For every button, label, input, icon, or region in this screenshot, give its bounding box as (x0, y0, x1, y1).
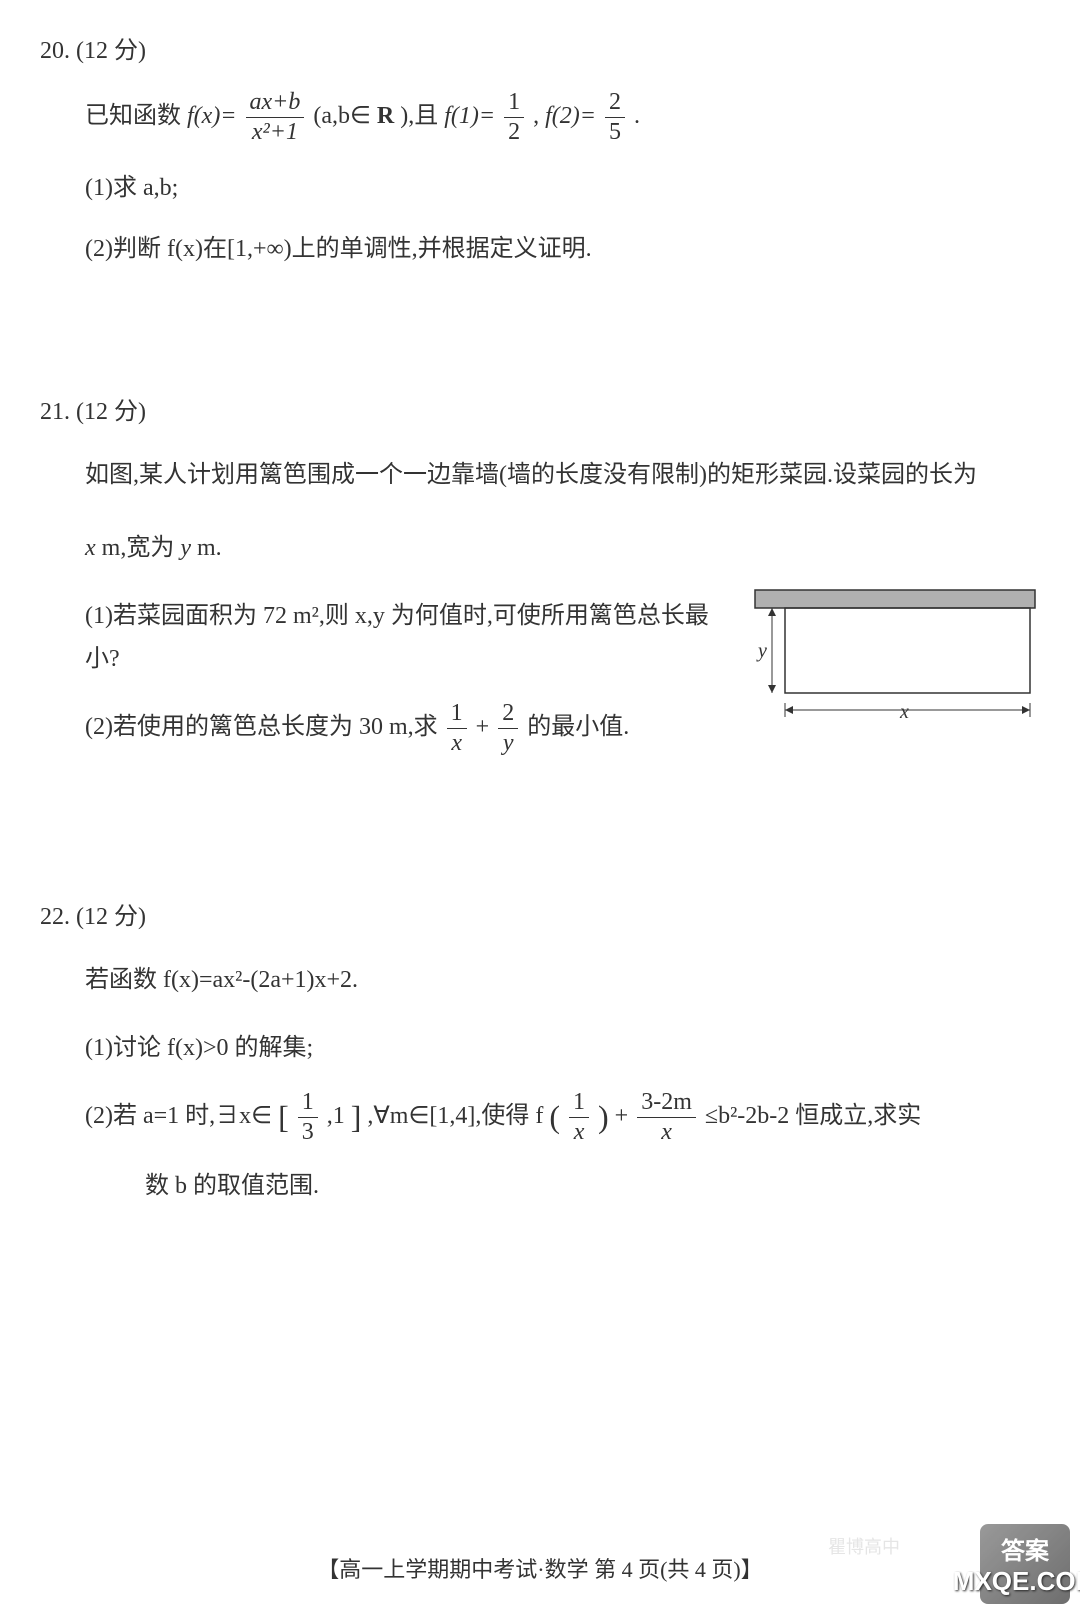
q20-given-prefix: 已知函数 (85, 103, 187, 129)
q20-f1: f(1)= (444, 103, 495, 129)
x-arrow-right (1022, 706, 1030, 714)
q21-plus: + (476, 714, 490, 740)
q22-bracket-close: ] (351, 1099, 362, 1135)
q21-p2-suffix: 的最小值. (527, 714, 629, 740)
q21-p2-prefix: (2)若使用的篱笆总长度为 30 m,求 (85, 714, 444, 740)
q20-frac-den: x²+1 (246, 118, 305, 147)
q20-comma: , (533, 103, 539, 129)
q21-frac1: 1 x (447, 699, 467, 758)
q22-points: (12 分) (76, 904, 146, 930)
q22-f1-den: 3 (298, 1118, 318, 1147)
q21-line2: x m,宽为 y m. (85, 522, 1040, 575)
q22-part1: (1)讨论 f(x)>0 的解集; (85, 1027, 1040, 1070)
q21-number: 21. (40, 399, 70, 425)
q22-plus: + (615, 1103, 629, 1129)
faint-watermark: 瞿博高中 (828, 1533, 900, 1559)
problem-22-body: 若函数 f(x)=ax²-(2a+1)x+2. (1)讨论 f(x)>0 的解集… (40, 954, 1040, 1208)
wall-rect (755, 590, 1035, 608)
q22-p2-suffix: ≤b²-2b-2 恒成立,求实 (705, 1103, 921, 1129)
y-arrow-up (768, 608, 776, 616)
watermark-top: 答案 (1001, 1531, 1049, 1566)
q20-f1-den: 2 (504, 118, 524, 147)
q21-f1-num: 1 (447, 699, 467, 729)
q22-mid1: ,1 (327, 1103, 345, 1129)
q20-cond2: ),且 (400, 103, 444, 129)
q20-fx: f(x)= (187, 103, 237, 129)
y-label: y (756, 640, 767, 662)
q20-given: 已知函数 f(x)= ax+b x²+1 (a,b∈ R ),且 f(1)= 1… (85, 88, 1040, 147)
q20-number: 20. (40, 38, 70, 64)
problem-20: 20. (12 分) 已知函数 f(x)= ax+b x²+1 (a,b∈ R … (40, 30, 1040, 271)
problem-21-header: 21. (12 分) (40, 391, 1040, 434)
q22-frac3: 3-2m x (637, 1088, 696, 1147)
q22-number: 22. (40, 904, 70, 930)
q22-part2: (2)若 a=1 时,∃x∈ [ 1 3 ,1 ] ,∀m∈[1,4],使得 f… (85, 1088, 1040, 1147)
q22-frac2: 1 x (569, 1088, 589, 1147)
q21-part2: (2)若使用的篱笆总长度为 30 m,求 1 x + 2 y 的最小值. (85, 699, 730, 758)
garden-rect (785, 608, 1030, 693)
q21-f1-den: x (447, 729, 467, 758)
q22-part2-line2: 数 b 的取值范围. (85, 1165, 1040, 1208)
q21-line1: 如图,某人计划用篱笆围成一个一边靠墙(墙的长度没有限制)的矩形菜园.设菜园的长为 (85, 449, 1040, 502)
q20-period: . (634, 103, 640, 129)
q20-f2-den: 5 (605, 118, 625, 147)
q20-f2: f(2)= (545, 103, 596, 129)
q21-points: (12 分) (76, 399, 146, 425)
q22-given: 若函数 f(x)=ax²-(2a+1)x+2. (85, 954, 1040, 1007)
problem-22-header: 22. (12 分) (40, 896, 1040, 939)
q21-text-block: (1)若菜园面积为 72 m²,则 x,y 为何值时,可使所用篱笆总长最小? (… (85, 595, 730, 776)
watermark-mxqe: MXQE.COM (953, 1566, 1080, 1597)
watermark-icon: 答案 MXQE.COM (980, 1524, 1070, 1604)
q20-part1: (1)求 a,b; (85, 167, 1040, 210)
q20-f2-num: 2 (605, 88, 625, 118)
footer-text: 【高一上学期期中考试·数学 第 4 页(共 4 页)】 (317, 1557, 762, 1582)
q20-f2-frac: 2 5 (605, 88, 625, 147)
garden-diagram: y x (750, 585, 1040, 730)
q20-f1-frac: 1 2 (504, 88, 524, 147)
x-label: x (899, 701, 909, 723)
q22-f3-den: x (637, 1118, 696, 1147)
q22-paren-close: ) (598, 1099, 609, 1135)
q20-frac-num: ax+b (246, 88, 305, 118)
q22-f1-num: 1 (298, 1088, 318, 1118)
q21-frac2: 2 y (498, 699, 518, 758)
q22-mid2: ,∀m∈[1,4],使得 f (367, 1103, 543, 1129)
q21-diagram: y x (750, 585, 1040, 745)
q20-R: R (377, 103, 394, 129)
problem-21: 21. (12 分) 如图,某人计划用篱笆围成一个一边靠墙(墙的长度没有限制)的… (40, 391, 1040, 776)
q22-bracket-open: [ (278, 1099, 289, 1135)
q22-p2-prefix: (2)若 a=1 时,∃x∈ (85, 1103, 272, 1129)
q22-f3-num: 3-2m (637, 1088, 696, 1118)
x-arrow-left (785, 706, 793, 714)
q21-f2-den: y (498, 729, 518, 758)
q21-parts-row: (1)若菜园面积为 72 m²,则 x,y 为何值时,可使所用篱笆总长最小? (… (85, 595, 1040, 776)
problem-22: 22. (12 分) 若函数 f(x)=ax²-(2a+1)x+2. (1)讨论… (40, 896, 1040, 1208)
q22-paren-open: ( (549, 1099, 560, 1135)
q22-f2-num: 1 (569, 1088, 589, 1118)
q20-points: (12 分) (76, 38, 146, 64)
problem-20-body: 已知函数 f(x)= ax+b x²+1 (a,b∈ R ),且 f(1)= 1… (40, 88, 1040, 271)
problem-20-header: 20. (12 分) (40, 30, 1040, 73)
q21-part1: (1)若菜园面积为 72 m²,则 x,y 为何值时,可使所用篱笆总长最小? (85, 595, 730, 681)
y-arrow-down (768, 685, 776, 693)
page-footer: 【高一上学期期中考试·数学 第 4 页(共 4 页)】 (0, 1552, 1080, 1584)
q20-cond1: (a,b∈ (313, 103, 371, 129)
watermark-container: 答案 MXQE.COM (980, 1524, 1070, 1604)
q21-f2-num: 2 (498, 699, 518, 729)
q22-f2-den: x (569, 1118, 589, 1147)
q22-frac1: 1 3 (298, 1088, 318, 1147)
q20-frac-main: ax+b x²+1 (246, 88, 305, 147)
problem-21-body: 如图,某人计划用篱笆围成一个一边靠墙(墙的长度没有限制)的矩形菜园.设菜园的长为… (40, 449, 1040, 776)
q20-part2: (2)判断 f(x)在[1,+∞)上的单调性,并根据定义证明. (85, 228, 1040, 271)
q20-f1-num: 1 (504, 88, 524, 118)
